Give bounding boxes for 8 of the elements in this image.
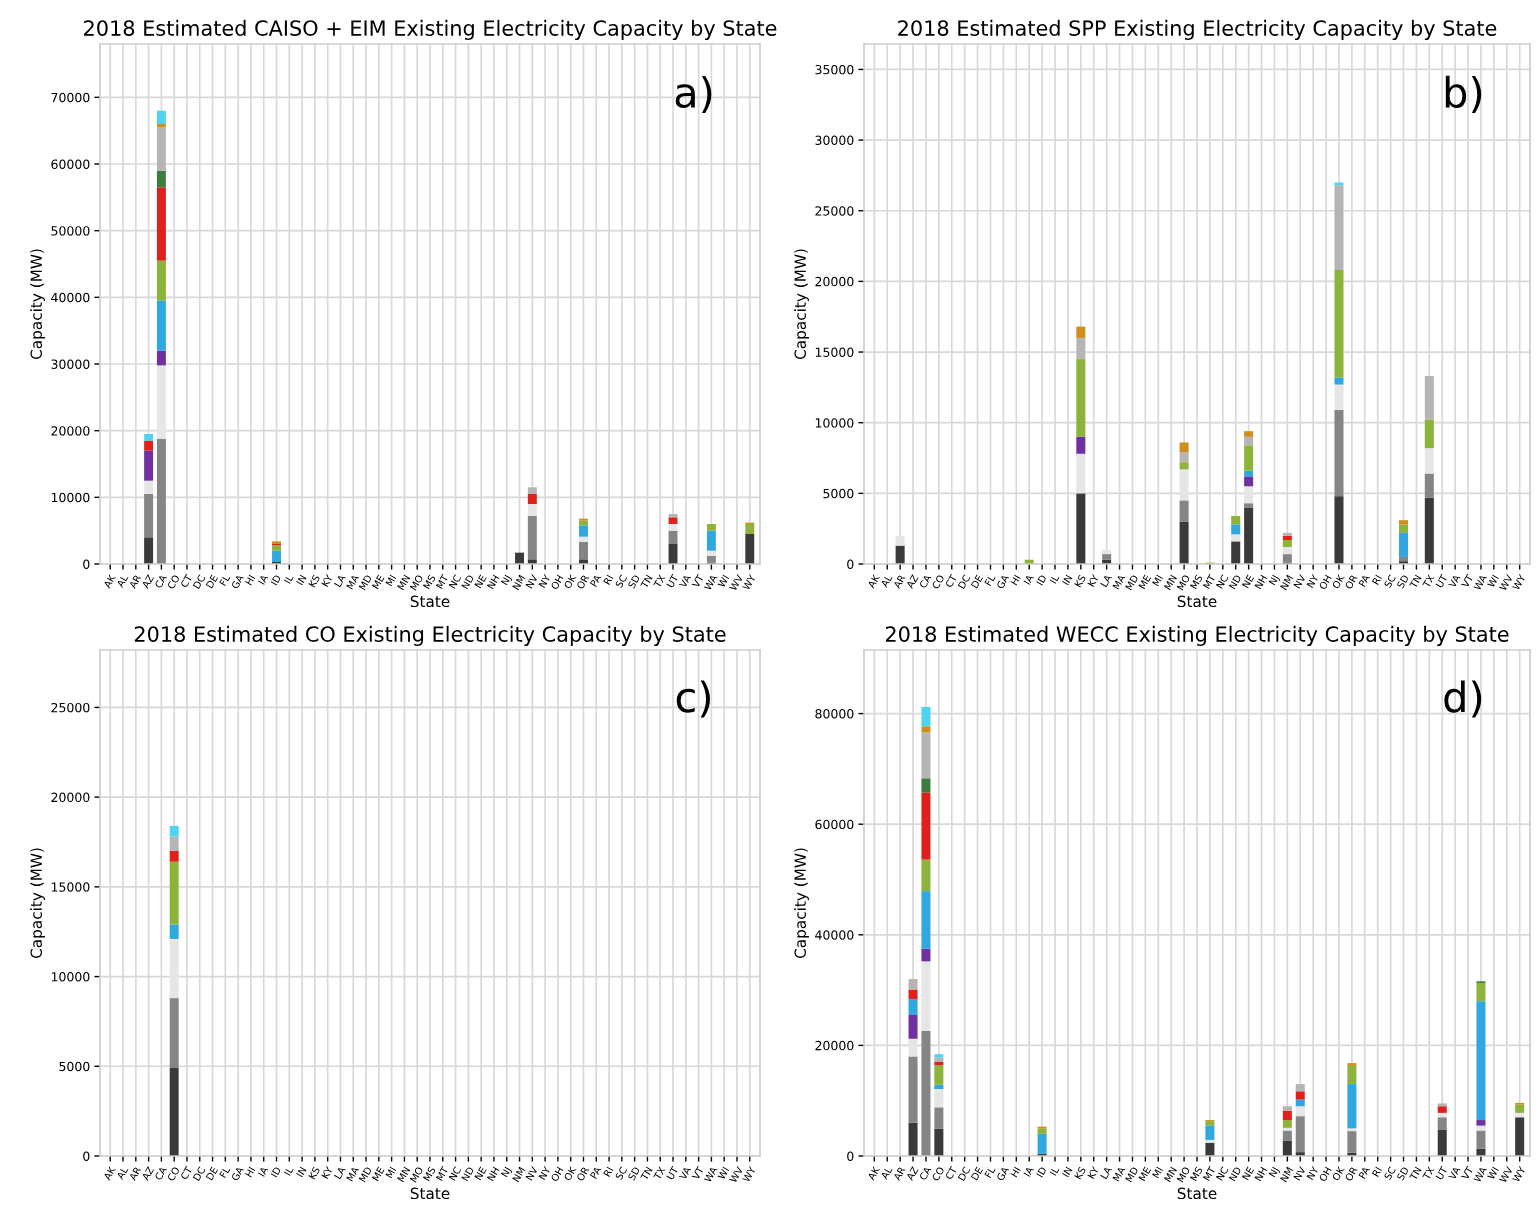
annotation: d) (1444, 680, 1482, 718)
chart-title: 2018 Estimated SPP Existing Electricity Capacity by State (898, 19, 1497, 40)
annotation: c) (676, 680, 710, 718)
chart-title: 2018 Estimated CO Existing Electricity Capacity by State (134, 625, 726, 646)
chart-title: 2018 Estimated WECC Existing Electricity Capacity by State (885, 625, 1509, 646)
annotation: a) (675, 75, 712, 113)
chart-title: 2018 Estimated CAISO + EIM Existing Electricity Capacity by State (84, 19, 777, 40)
annotation: b) (1445, 75, 1482, 113)
